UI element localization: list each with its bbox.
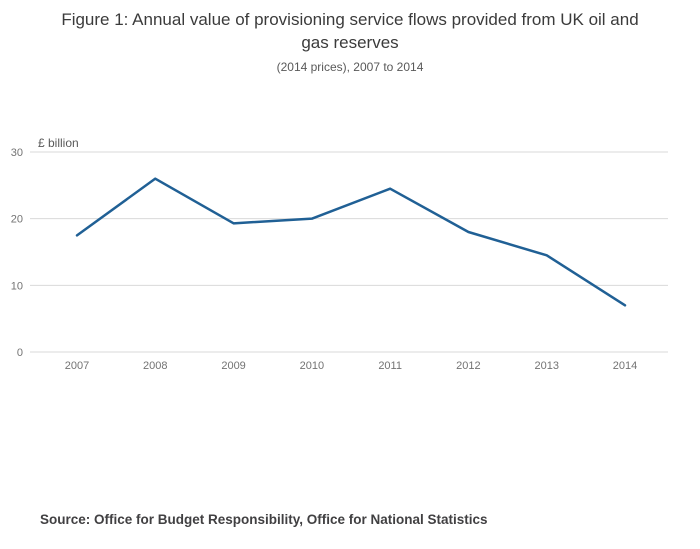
x-tick-label: 2010 — [300, 360, 324, 372]
x-tick-label: 2009 — [221, 360, 245, 372]
x-tick-label: 2011 — [378, 360, 402, 372]
figure-subtitle: (2014 prices), 2007 to 2014 — [276, 60, 424, 74]
y-tick-label: 10 — [11, 280, 23, 292]
x-tick-label: 2007 — [65, 360, 89, 372]
line-chart-plot: 0 10 20 30 £ billion 2007 2008 2009 2010 2011 2012… — [11, 136, 668, 372]
x-tick-label: 2013 — [534, 360, 558, 372]
figure-title: Figure 1: Annual value of provisioning s… — [61, 10, 639, 53]
data-series-line — [75, 177, 627, 307]
y-tick-label: 20 — [11, 214, 23, 226]
x-tick-label: 2008 — [143, 360, 167, 372]
x-tick-label: 2014 — [613, 360, 637, 372]
x-tick-label: 2012 — [456, 360, 480, 372]
y-axis-title: £ billion — [38, 136, 79, 150]
y-tick-label: 30 — [11, 147, 23, 159]
source-note: Source: Office for Budget Responsibility… — [40, 512, 488, 527]
y-tick-label: 0 — [17, 347, 23, 359]
